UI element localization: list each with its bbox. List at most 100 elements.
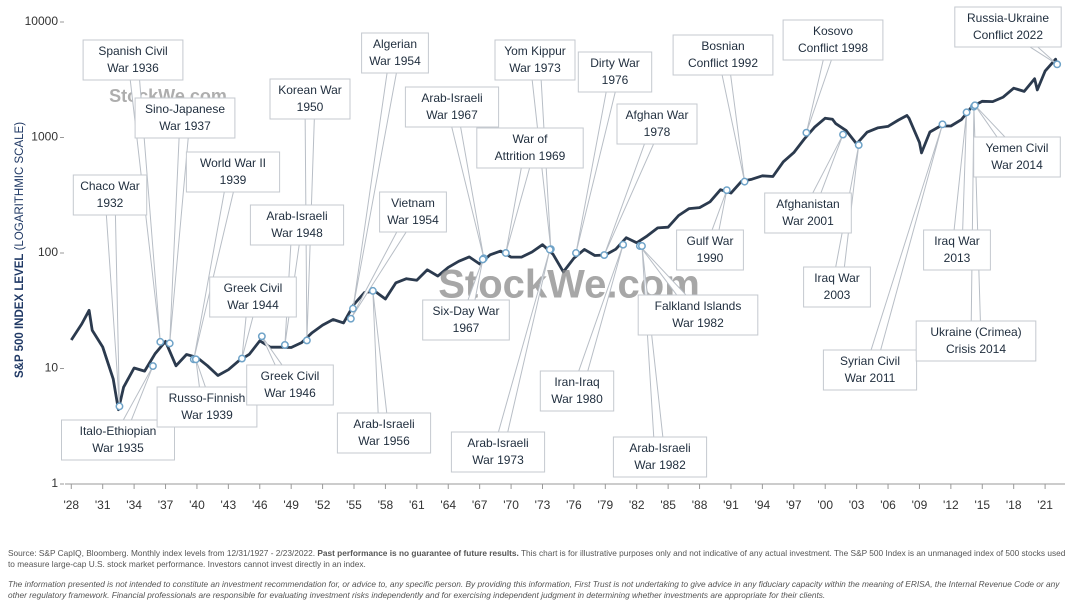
callout-text: War 1937 <box>159 119 211 133</box>
callout-box <box>361 32 429 74</box>
x-tick-label: '03 <box>849 498 865 512</box>
x-tick-label: '34 <box>126 498 142 512</box>
callout-text: Arab-Israeli <box>421 91 482 105</box>
callout-text: Arab-Israeli <box>467 436 528 450</box>
callout-text: War 1973 <box>509 61 561 75</box>
event-point <box>638 242 646 250</box>
callout-text: War 1954 <box>369 54 421 68</box>
x-tick-label: '70 <box>503 498 519 512</box>
callout-text: Six-Day War <box>433 304 500 318</box>
event-point <box>165 339 174 348</box>
callout-text: Conflict 1992 <box>688 56 758 70</box>
event-point <box>545 245 554 254</box>
event-point <box>349 304 357 313</box>
callout-text: Arab-Israeli <box>266 209 327 223</box>
y-axis-label: S&P 500 INDEX LEVEL (LOGARITHMIC SCALE) <box>14 122 26 378</box>
x-tick-label: '76 <box>566 498 582 512</box>
x-tick-label: '94 <box>755 498 771 512</box>
callout-box <box>185 151 281 193</box>
x-tick-label: '64 <box>440 498 456 512</box>
callout-points <box>115 60 1062 411</box>
callout-text: 1967 <box>453 321 480 335</box>
x-tick-label: '46 <box>252 498 268 512</box>
callout-text: 2003 <box>824 288 851 302</box>
callout-box <box>915 320 1037 362</box>
event-point <box>302 336 311 345</box>
callout-box <box>476 127 584 169</box>
x-tick-label: '06 <box>880 498 896 512</box>
callout-text: Dirty War <box>590 56 640 70</box>
x-tick-label: '82 <box>629 498 645 512</box>
source-note: Source: S&P CapIQ, Bloomberg. Monthly in… <box>8 548 1074 570</box>
y-tick-label: 100 <box>38 245 58 259</box>
x-tick-label: '21 <box>1037 498 1053 512</box>
callout-box <box>637 294 759 336</box>
y-tick-label: 10000 <box>25 14 59 28</box>
event-point <box>938 120 947 129</box>
x-tick-label: '91 <box>723 498 739 512</box>
callout-text: 1990 <box>697 251 724 265</box>
callout-box <box>764 192 852 234</box>
callout-box <box>803 266 871 308</box>
callout-text: Arab-Israeli <box>629 441 690 455</box>
x-tick-label: '52 <box>315 498 331 512</box>
x-tick-label: '55 <box>346 498 362 512</box>
source-bold: Past performance is no guarantee of futu… <box>317 548 519 558</box>
callout-box <box>616 103 698 145</box>
callout-box <box>822 349 918 391</box>
callout-text: 1932 <box>97 196 124 210</box>
x-tick-label: '73 <box>535 498 551 512</box>
callout-text: Afghan War <box>626 108 689 122</box>
source-pre: Source: S&P CapIQ, Bloomberg. Monthly in… <box>8 548 316 558</box>
event-point <box>156 337 165 346</box>
event-point <box>238 354 246 363</box>
callout-box <box>61 419 175 461</box>
callout-text: War 1939 <box>181 408 233 422</box>
event-point <box>839 130 847 139</box>
annotations: Chaco War 1932 Spanish Civil War 1936 Sino-J… <box>61 6 1062 478</box>
callout-boxes: Chaco War 1932 Spanish Civil War 1936 Sino-J… <box>61 6 1062 478</box>
x-tick-label: '67 <box>472 498 488 512</box>
x-tick-label: '88 <box>692 498 708 512</box>
event-point <box>257 332 266 341</box>
callout-pointer <box>193 170 239 360</box>
callout-text: War 1948 <box>271 226 323 240</box>
callout-text: Italo-Ethiopian <box>80 424 157 438</box>
x-tick-label: '97 <box>786 498 802 512</box>
event-point <box>478 255 487 264</box>
callout-box <box>782 19 884 61</box>
callout-box <box>156 386 258 428</box>
callout-text: War 1973 <box>472 453 524 467</box>
x-tick-label: '85 <box>660 498 676 512</box>
x-tick-label: '31 <box>95 498 111 512</box>
event-point <box>1053 60 1062 69</box>
callout-text: Yom Kippur <box>504 44 566 58</box>
callout-box <box>269 78 351 120</box>
callout-box <box>246 364 334 406</box>
callout-text: Arab-Israeli <box>353 417 414 431</box>
event-point <box>722 186 731 195</box>
callout-text: Bosnian <box>701 39 744 53</box>
callout-text: 1939 <box>220 173 247 187</box>
callout-text: Kosovo <box>813 24 853 38</box>
x-tick-label: '58 <box>378 498 394 512</box>
x-tick-label: '40 <box>189 498 205 512</box>
callout-text: Greek Civil <box>224 281 283 295</box>
event-point <box>600 251 609 259</box>
callout-text: Iran-Iraq <box>554 375 599 389</box>
callout-pointer <box>372 290 390 434</box>
y-label-bold: S&P 500 INDEX LEVEL <box>14 254 26 378</box>
callout-text: Gulf War <box>687 234 734 248</box>
callout-box <box>209 276 297 318</box>
event-point <box>619 240 628 249</box>
callout-box <box>249 204 345 246</box>
event-point <box>346 314 355 323</box>
callout-text: War of <box>513 132 549 146</box>
callout-box <box>336 412 432 454</box>
callout-text: Vietnam <box>391 196 435 210</box>
y-tick-label: 1 <box>51 476 58 490</box>
x-tick-label: '18 <box>1006 498 1022 512</box>
x-tick-label: '28 <box>63 498 79 512</box>
callout-text: Crisis 2014 <box>946 342 1006 356</box>
